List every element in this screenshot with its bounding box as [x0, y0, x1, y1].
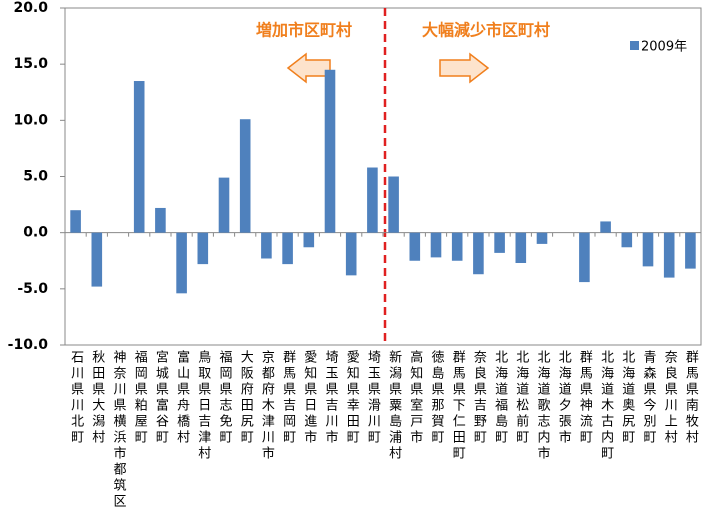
x-tick-label: 青森県今別町	[641, 350, 657, 446]
bar	[430, 232, 442, 258]
legend-label: 2009年	[641, 40, 687, 55]
annotation: 大幅減少市区町村	[422, 21, 550, 40]
x-tick-label: 富山県舟橋村	[174, 349, 190, 446]
x-tick-label: 鳥取県日吉津村	[195, 350, 211, 462]
x-tick-label: 北海道木古内町	[598, 350, 614, 462]
bar	[621, 232, 633, 248]
bar	[70, 210, 81, 233]
bar	[600, 221, 611, 233]
x-tick-label: 福岡県粕屋町	[132, 350, 148, 446]
bar	[579, 232, 590, 283]
bar	[451, 232, 463, 261]
x-tick-label: 石川県川北町	[68, 350, 84, 446]
y-tick-label: 0.0	[23, 225, 48, 241]
y-tick-label: -5.0	[17, 281, 48, 297]
x-tick-label: 新潟県粟島浦村	[386, 349, 402, 462]
x-tick-label: 宮城県富谷町	[153, 349, 169, 446]
bar	[494, 232, 505, 253]
bar	[388, 176, 399, 233]
x-tick-label: 奈良県吉野町	[471, 350, 487, 446]
bar	[345, 232, 357, 276]
x-tick-label: 群馬県神流町	[577, 350, 593, 446]
x-tick-label: 愛知県幸田町	[344, 350, 360, 446]
bar	[155, 207, 166, 233]
x-tick-label: 高知県室戸市	[407, 349, 423, 446]
bar	[303, 232, 315, 248]
x-tick-label: 大阪府田尻町	[238, 350, 254, 446]
annotation: 増加市区町村	[256, 21, 352, 40]
x-tick-label: 愛知県日進市	[301, 350, 317, 446]
bar	[133, 81, 145, 233]
bar	[473, 232, 484, 275]
plot-frame	[64, 7, 702, 346]
bar	[642, 232, 654, 267]
x-tick-label: 奈良県川上村	[662, 350, 678, 446]
bar	[324, 69, 336, 233]
y-tick-label: 20.0	[13, 0, 48, 16]
bar	[261, 232, 272, 259]
bar	[91, 232, 103, 287]
x-tick-label: 徳島県那賀町	[429, 350, 445, 446]
bar	[367, 167, 378, 233]
x-tick-label: 神奈川県横浜市都筑区	[111, 350, 127, 510]
right-arrow	[439, 52, 490, 84]
x-tick-label: 群馬県下仁田町	[450, 350, 466, 462]
bar	[282, 232, 293, 265]
bar	[663, 232, 675, 278]
y-tick-label: 10.0	[13, 112, 48, 128]
x-tick-label: 埼玉県滑川町	[365, 350, 381, 446]
y-tick-label: -10.0	[8, 337, 49, 353]
bar	[218, 177, 230, 233]
x-tick-label: 北海道松前町	[513, 350, 529, 446]
bar	[536, 232, 548, 244]
x-tick-label: 北海道歌志内市	[535, 350, 551, 462]
x-tick-label: 福岡県志免町	[217, 350, 233, 446]
y-tick-label: 15.0	[13, 56, 48, 72]
left-arrow	[286, 52, 331, 84]
x-tick-label: 群馬県南牧村	[683, 350, 699, 446]
x-tick-label: 群馬県吉岡町	[280, 350, 296, 446]
bar	[239, 119, 251, 233]
bar	[409, 232, 421, 261]
x-tick-label: 北海道夕張市	[556, 350, 572, 446]
bar	[515, 232, 527, 263]
x-tick-label: 京都府木津川市	[259, 350, 275, 462]
x-tick-label: 北海道奥尻町	[619, 350, 635, 446]
x-tick-label: 埼玉県吉川市	[323, 350, 339, 446]
y-tick-label: 5.0	[23, 169, 48, 185]
bar	[176, 232, 187, 294]
x-tick-label: 秋田県大潟村	[89, 350, 105, 446]
bar	[197, 232, 209, 265]
bar	[685, 232, 696, 269]
legend-swatch	[630, 41, 639, 50]
x-tick-label: 北海道福島町	[492, 350, 508, 446]
